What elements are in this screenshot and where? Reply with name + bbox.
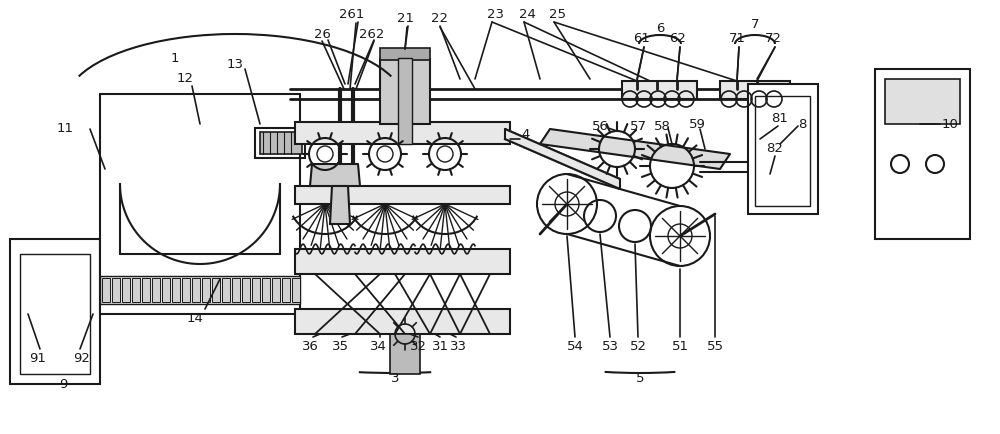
Text: 62: 62 [670, 33, 686, 46]
Bar [112, 278, 120, 302]
Text: 261: 261 [339, 7, 365, 20]
Text: 8: 8 [798, 118, 806, 131]
Bar [202, 278, 210, 302]
Bar [242, 278, 250, 302]
Text: 21: 21 [396, 13, 414, 26]
Text: 1: 1 [171, 53, 179, 66]
Text: 31: 31 [432, 339, 448, 352]
Bar [380, 48, 430, 60]
Bar [388, 49, 392, 59]
Text: 92: 92 [74, 352, 90, 365]
Bar [390, 334, 420, 374]
Text: 23: 23 [486, 7, 504, 20]
Bar [260, 132, 302, 154]
Polygon shape [310, 164, 360, 186]
Bar [424, 49, 428, 59]
Bar [295, 249, 510, 274]
Text: 7: 7 [751, 17, 759, 30]
Text: 57: 57 [630, 119, 646, 132]
Bar [262, 278, 270, 302]
Polygon shape [540, 129, 730, 169]
Text: 9: 9 [59, 378, 67, 391]
Bar [885, 79, 960, 124]
Bar [272, 278, 280, 302]
Text: 25: 25 [550, 7, 566, 20]
Bar [292, 278, 300, 302]
Bar [295, 309, 510, 334]
Text: 35: 35 [332, 339, 349, 352]
Bar [132, 278, 140, 302]
Bar [162, 278, 170, 302]
Text: 53: 53 [602, 339, 618, 352]
Text: 262: 262 [359, 27, 385, 40]
Bar [295, 122, 510, 144]
Bar [380, 59, 430, 124]
Bar [755, 96, 810, 206]
Text: 14: 14 [187, 312, 203, 326]
Text: 81: 81 [772, 112, 788, 125]
Text: 55: 55 [706, 339, 724, 352]
Text: 36: 36 [302, 339, 318, 352]
Text: 34: 34 [370, 339, 386, 352]
Text: 72: 72 [765, 33, 782, 46]
Bar [232, 278, 240, 302]
Bar [394, 49, 398, 59]
Text: 58: 58 [654, 119, 670, 132]
Bar [182, 278, 190, 302]
Bar [122, 278, 130, 302]
Bar [412, 49, 416, 59]
Bar [212, 278, 220, 302]
Bar [622, 81, 697, 99]
Text: 4: 4 [522, 128, 530, 141]
Bar [406, 49, 410, 59]
Bar [748, 84, 818, 214]
Bar [418, 49, 422, 59]
Bar [222, 278, 230, 302]
Bar [400, 49, 404, 59]
Bar [152, 278, 160, 302]
Bar [10, 239, 100, 384]
Text: 11: 11 [56, 122, 74, 135]
Text: 32: 32 [410, 339, 426, 352]
Text: 71: 71 [728, 33, 746, 46]
Polygon shape [505, 129, 620, 189]
Bar [172, 278, 180, 302]
Text: 61: 61 [634, 33, 650, 46]
Bar [255, 128, 305, 158]
Text: 12: 12 [176, 72, 194, 85]
Text: 59: 59 [689, 118, 705, 131]
Text: 52: 52 [630, 339, 646, 352]
Text: 56: 56 [592, 119, 608, 132]
Text: 91: 91 [30, 352, 46, 365]
Bar [382, 49, 386, 59]
Text: 54: 54 [567, 339, 583, 352]
Text: 51: 51 [672, 339, 688, 352]
Text: 24: 24 [519, 7, 535, 20]
Polygon shape [330, 186, 350, 224]
Text: 22: 22 [432, 13, 448, 26]
Bar [252, 278, 260, 302]
Text: 13: 13 [226, 57, 244, 70]
Bar [100, 94, 300, 314]
Bar [142, 278, 150, 302]
Text: 26: 26 [314, 27, 330, 40]
Bar [102, 278, 110, 302]
Text: 10: 10 [942, 118, 958, 131]
Bar [20, 254, 90, 374]
Text: 3: 3 [391, 372, 399, 385]
Text: 82: 82 [767, 142, 783, 155]
Bar [282, 278, 290, 302]
Bar [295, 186, 510, 204]
Bar [875, 69, 970, 239]
Bar [192, 278, 200, 302]
Bar [398, 58, 412, 144]
Bar [720, 81, 790, 99]
Text: 5: 5 [636, 372, 644, 385]
Bar [100, 276, 300, 304]
Text: 33: 33 [450, 339, 466, 352]
Text: 6: 6 [656, 23, 664, 36]
